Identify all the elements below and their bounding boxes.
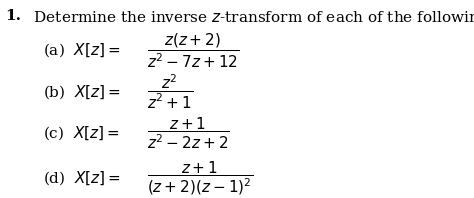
Text: (b)  $X[z]=$: (b) $X[z]=$ xyxy=(43,83,120,101)
Text: 1.: 1. xyxy=(5,9,21,23)
Text: $\dfrac{z+1}{z^2-2z+2}$: $\dfrac{z+1}{z^2-2z+2}$ xyxy=(147,116,230,151)
Text: (d)  $X[z]=$: (d) $X[z]=$ xyxy=(43,169,120,187)
Text: $\dfrac{z^2}{z^2+1}$: $\dfrac{z^2}{z^2+1}$ xyxy=(147,73,193,111)
Text: $\dfrac{z+1}{(z+2)(z-1)^2}$: $\dfrac{z+1}{(z+2)(z-1)^2}$ xyxy=(147,159,253,197)
Text: $\dfrac{z(z+2)}{z^2-7z+12}$: $\dfrac{z(z+2)}{z^2-7z+12}$ xyxy=(147,31,239,70)
Text: (c)  $X[z]=$: (c) $X[z]=$ xyxy=(43,125,119,143)
Text: Determine the inverse $z$-transform of each of the following:: Determine the inverse $z$-transform of e… xyxy=(24,9,474,27)
Text: (a)  $X[z]=$: (a) $X[z]=$ xyxy=(43,42,120,59)
